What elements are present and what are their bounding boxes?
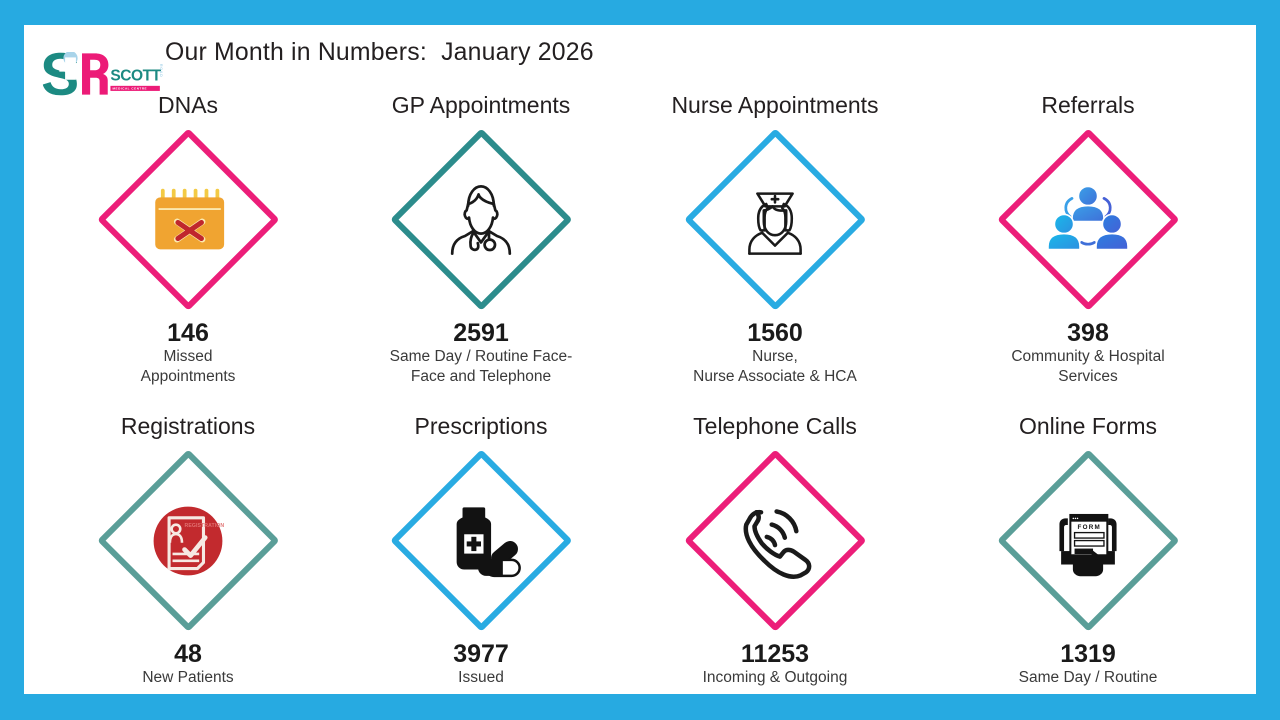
svg-text:SCOTT: SCOTT (110, 67, 161, 84)
svg-text:REGISTRATION: REGISTRATION (185, 523, 225, 529)
svg-text:FORM: FORM (1077, 524, 1101, 531)
svg-text:MEDICAL CENTRE: MEDICAL CENTRE (112, 87, 147, 91)
svg-text:ROAD: ROAD (159, 64, 163, 78)
